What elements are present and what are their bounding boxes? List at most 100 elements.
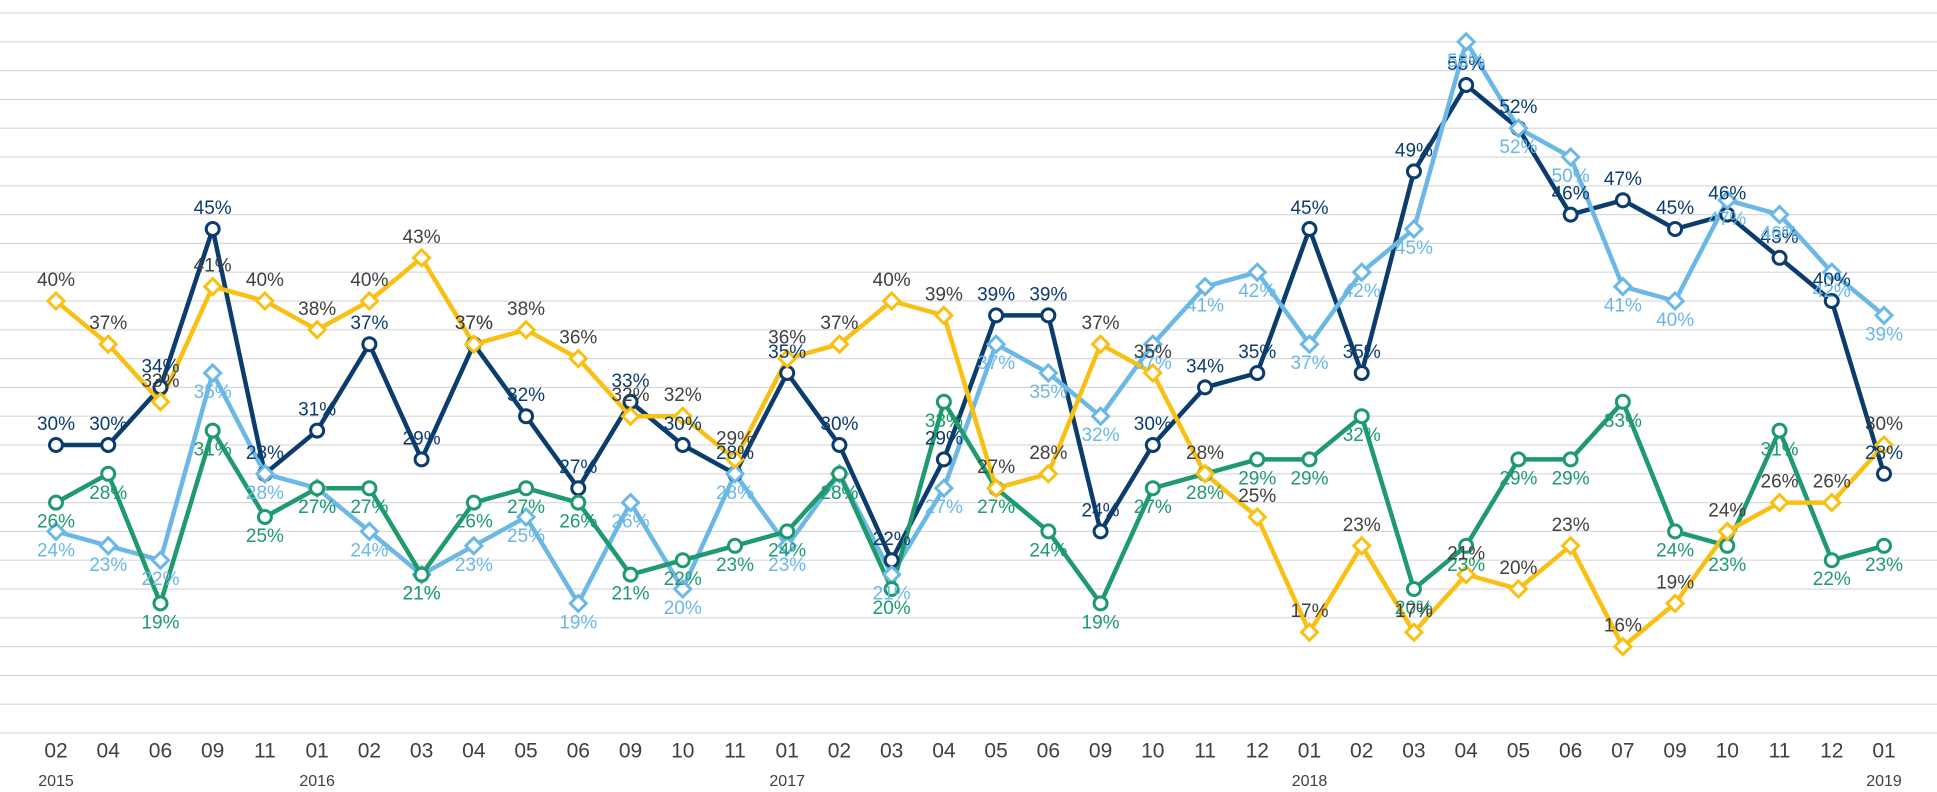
marker [674,437,691,453]
marker [1458,77,1475,93]
x-tick-label: 04 [462,740,486,763]
data-label: 32% [1343,425,1381,446]
data-label: 23% [768,555,806,576]
marker [1197,379,1214,396]
data-label: 27% [1134,497,1172,518]
data-label: 52% [1499,137,1537,158]
marker [935,451,952,468]
marker [1038,362,1059,384]
marker [1771,249,1788,266]
marker [1717,190,1738,211]
data-label: 21% [403,584,441,605]
marker [568,593,589,614]
marker [1456,564,1477,585]
marker [150,550,171,571]
data-label: 30% [89,414,127,435]
marker [1876,465,1892,482]
year-label: 2016 [299,773,335,790]
marker [1769,492,1790,513]
marker [98,535,119,556]
data-label: 21% [611,584,649,605]
data-label: 34% [1186,356,1224,377]
data-label: 39% [1029,284,1067,305]
data-label: 42% [1238,281,1276,302]
data-label: 37% [1290,353,1328,374]
data-label: 35% [1134,342,1172,363]
marker [1040,307,1057,324]
marker [1144,480,1161,497]
data-label: 38% [507,299,545,320]
marker [1299,334,1320,355]
x-tick-label: 04 [97,740,121,763]
marker [1353,365,1370,381]
data-label: 28% [1865,443,1903,464]
x-tick-label: 12 [1820,740,1843,763]
data-label: 23% [455,555,493,576]
marker [1092,523,1109,540]
data-label: 23% [716,555,754,576]
data-label: 27% [298,497,336,518]
data-label: 32% [507,385,545,406]
data-label: 16% [1604,616,1642,637]
data-label: 21% [403,584,441,605]
x-tick-label: 12 [1246,740,1269,763]
data-label: 40% [1813,270,1851,291]
marker [985,478,1007,499]
marker [413,451,430,468]
marker [1667,221,1684,237]
data-label: 36% [559,328,597,349]
marker [1040,523,1057,540]
data-label: 29% [925,428,963,449]
data-label: 37% [89,313,127,334]
marker [1249,365,1266,381]
data-label: 21% [873,584,911,605]
marker [150,391,171,412]
year-label: 2017 [769,773,805,790]
marker [1562,206,1579,223]
data-label: 42% [1813,281,1851,302]
x-tick-label: 05 [1507,740,1530,763]
x-tick-label: 03 [1402,740,1425,763]
x-tick-label: 03 [880,740,903,763]
marker [1667,523,1684,540]
year-label: 2019 [1866,773,1902,790]
marker [620,406,641,427]
marker [724,449,746,470]
data-label: 37% [350,313,388,334]
marker [515,506,537,528]
marker [883,581,900,597]
data-label: 26% [611,512,649,533]
data-label: 45% [1656,198,1694,219]
data-labels: 30% 30% 34% 45% 28% 31% 37% 29% 37% 32% 27% 33% 30% 2… [37,51,1903,637]
marker [202,276,223,297]
data-label: 46% [1761,224,1799,245]
data-label: 28% [716,483,754,504]
data-label: 19% [1082,612,1120,633]
data-label: 37% [455,313,493,334]
data-label: 35% [768,342,806,363]
marker [1456,31,1477,52]
marker [1351,535,1372,556]
marker [672,406,693,427]
marker [1510,451,1527,468]
data-label: 52% [1499,97,1537,118]
marker [1769,204,1790,225]
marker [202,362,223,384]
data-label: 23% [1552,515,1590,536]
data-label: 28% [246,483,284,504]
marker [1038,463,1059,484]
marker [256,509,273,525]
data-label: 41% [194,256,232,277]
x-tick-label: 11 [1194,740,1216,763]
data-label: 36% [768,328,806,349]
data-label: 46% [1708,184,1746,205]
marker [100,437,117,453]
x-tick-label: 06 [1559,740,1582,763]
x-tick-label: 01 [1872,740,1895,763]
x-tick-label: 01 [305,740,328,763]
lines [54,39,1887,649]
x-tick-label: 02 [1350,740,1373,763]
marker [254,290,276,312]
data-label: 29% [403,428,441,449]
data-label: 32% [1082,425,1120,446]
